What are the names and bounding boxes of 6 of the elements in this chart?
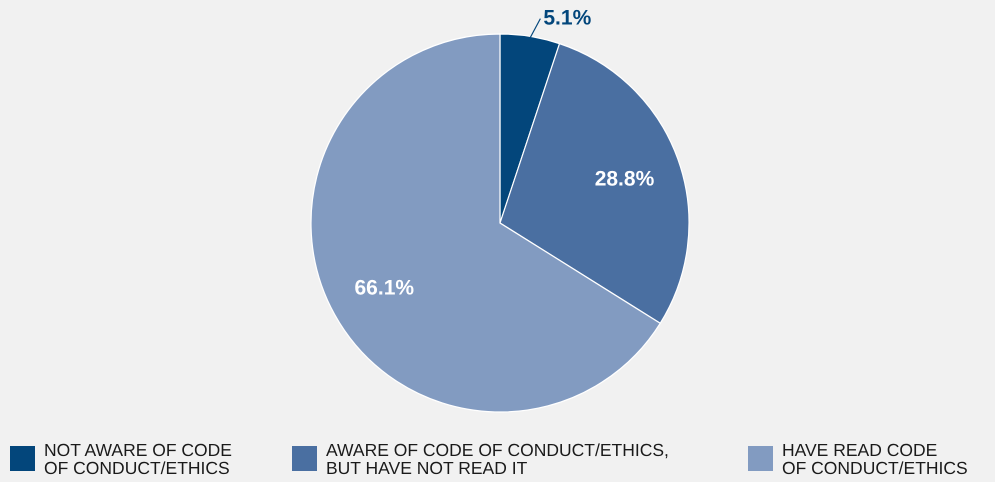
legend-label: NOT AWARE OF CODE OF CONDUCT/ETHICS xyxy=(44,440,232,478)
data-label: 5.1% xyxy=(543,6,592,30)
legend-label: AWARE OF CODE OF CONDUCT/ETHICS, BUT HAVE NOT READ IT xyxy=(326,440,669,478)
data-label: 28.8% xyxy=(594,168,655,191)
data-label: 66.1% xyxy=(354,276,414,300)
legend-label: HAVE READ CODE OF CONDUCT/ETHICS xyxy=(782,440,968,478)
